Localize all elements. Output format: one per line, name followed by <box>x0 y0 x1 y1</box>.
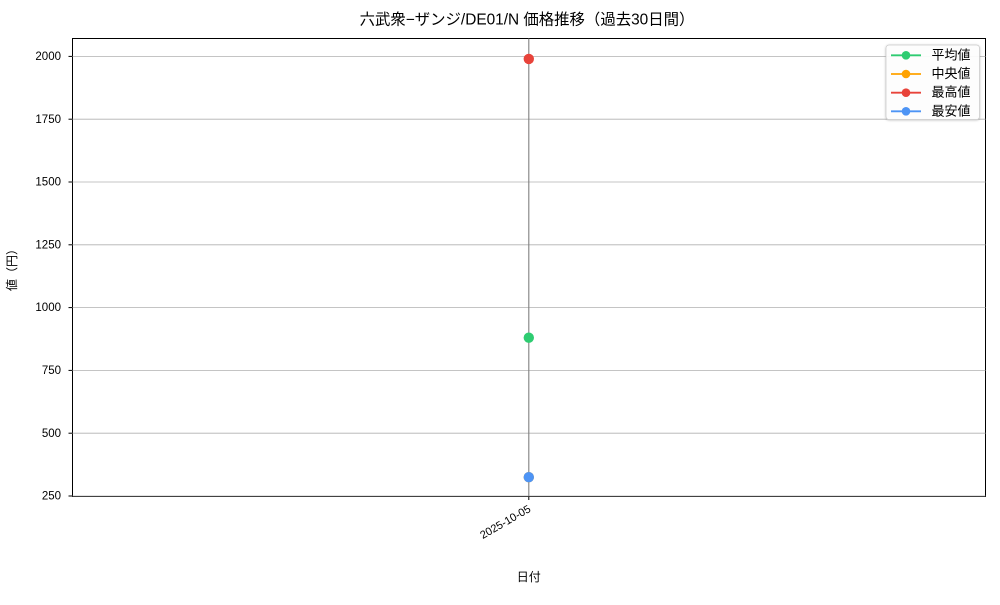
svg-text:最高値: 最高値 <box>932 85 971 100</box>
svg-text:1000: 1000 <box>35 302 61 314</box>
svg-text:500: 500 <box>42 428 61 440</box>
svg-text:2025-10-05: 2025-10-05 <box>478 503 533 542</box>
svg-text:最安値: 最安値 <box>932 103 971 118</box>
svg-text:750: 750 <box>42 365 61 377</box>
svg-text:中央値: 中央値 <box>932 66 971 81</box>
svg-text:1750: 1750 <box>35 114 61 126</box>
svg-text:日付: 日付 <box>517 570 541 584</box>
svg-text:2000: 2000 <box>35 51 61 63</box>
svg-text:値（円）: 値（円） <box>4 243 19 291</box>
svg-text:平均値: 平均値 <box>932 47 971 62</box>
svg-text:六武衆−ザンジ/DE01/N 価格推移（過去30日間）: 六武衆−ザンジ/DE01/N 価格推移（過去30日間） <box>360 11 695 29</box>
svg-text:1250: 1250 <box>35 239 61 251</box>
svg-text:1500: 1500 <box>35 177 61 189</box>
svg-text:250: 250 <box>42 491 61 503</box>
